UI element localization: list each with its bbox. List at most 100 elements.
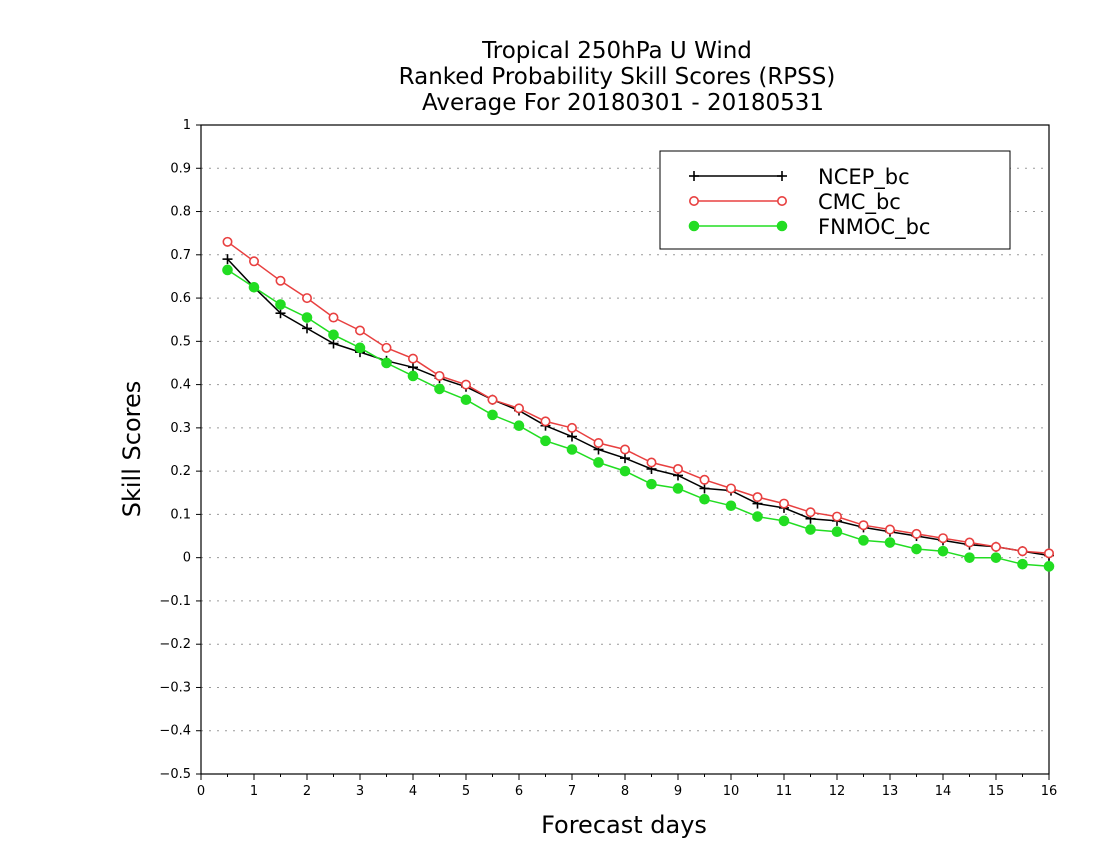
y-tick-label: −0.3: [159, 680, 191, 695]
y-tick-label: 0.4: [170, 378, 191, 393]
data-point-fnmoc-bc: [805, 524, 816, 535]
x-tick-label: 8: [621, 784, 629, 799]
data-point-cmc-bc: [1044, 548, 1055, 559]
data-point-fnmoc-bc: [407, 370, 419, 382]
series-line-cmc-bc: [227, 241, 1050, 555]
data-point-fnmoc-bc: [699, 493, 710, 505]
data-point-fnmoc-bc: [381, 357, 392, 369]
data-point-ncep-bc: [275, 308, 286, 319]
data-point-ncep-bc: [699, 483, 710, 494]
y-tick-label: 0: [183, 551, 191, 566]
data-point-fnmoc-bc: [911, 543, 922, 555]
data-point-cmc-bc: [328, 312, 339, 323]
data-point-fnmoc-bc: [937, 545, 949, 557]
data-point-cmc-bc: [301, 293, 312, 304]
series-line-fnmoc-bc: [227, 269, 1050, 568]
data-point-cmc-bc: [990, 541, 1001, 552]
chart-title: Tropical 250hPa U Wind Ranked Probabilit…: [399, 38, 836, 116]
data-point-fnmoc-bc: [328, 329, 339, 341]
data-point-fnmoc-bc: [619, 465, 631, 477]
x-tick-label: 12: [829, 784, 846, 799]
data-point-fnmoc-bc: [884, 537, 896, 548]
data-point-cmc-bc: [858, 520, 869, 531]
x-axis-ticks: 0 1 2 3 4 5 6 7 8 9 10 11 12 13 14 15 16: [197, 774, 1057, 799]
data-point-cmc-bc: [434, 370, 445, 381]
x-tick-label: 10: [723, 784, 740, 799]
data-point-ncep-bc: [408, 362, 418, 373]
x-tick-label: 2: [303, 784, 311, 799]
x-tick-label: 13: [882, 784, 899, 799]
x-tick-label: 7: [568, 784, 576, 799]
x-tick-label: 15: [988, 784, 1005, 799]
data-point-cmc-bc: [460, 379, 471, 390]
x-tick-label: 16: [1041, 784, 1058, 799]
data-point-cmc-bc: [1017, 546, 1028, 557]
data-point-fnmoc-bc: [460, 394, 472, 406]
legend-box: [659, 150, 1011, 250]
data-point-fnmoc-bc: [752, 511, 763, 522]
data-point-fnmoc-bc: [593, 457, 604, 468]
legend-item-fnmoc-bc: FNMOC_bc: [688, 215, 930, 240]
data-point-cmc-bc: [805, 507, 816, 518]
x-tick-label: 14: [935, 784, 952, 799]
y-tick-label: 0.1: [170, 507, 191, 522]
data-point-fnmoc-bc: [964, 552, 975, 563]
data-point-cmc-bc: [699, 474, 710, 485]
data-point-fnmoc-bc: [566, 444, 578, 455]
x-axis-title: Forecast days: [541, 811, 707, 839]
data-point-cmc-bc: [513, 403, 524, 414]
data-point-fnmoc-bc: [725, 500, 737, 512]
data-point-cmc-bc: [407, 353, 418, 364]
legend-item-ncep-bc: NCEP_bc: [689, 165, 910, 190]
data-series: [222, 236, 1055, 572]
data-point-cmc-bc: [725, 483, 736, 494]
chart-title-line-3: Average For 20180301 - 20180531: [422, 90, 824, 116]
y-tick-label: 0.6: [170, 291, 191, 306]
chart-title-line-2: Ranked Probability Skill Scores (RPSS): [399, 64, 836, 90]
data-point-cmc-bc: [540, 416, 551, 427]
x-tick-label: 6: [515, 784, 523, 799]
data-point-fnmoc-bc: [513, 420, 525, 432]
y-tick-label: −0.4: [159, 724, 191, 739]
y-tick-label: 0.3: [170, 421, 191, 436]
data-point-ncep-bc: [620, 453, 630, 464]
x-tick-label: 3: [356, 784, 364, 799]
data-point-cmc-bc: [672, 463, 683, 474]
x-tick-label: 11: [776, 784, 793, 799]
legend-marker-start: [688, 196, 699, 207]
data-point-cmc-bc: [937, 533, 948, 544]
series-fnmoc-bc: [222, 264, 1055, 572]
x-tick-label: 0: [197, 784, 205, 799]
data-point-fnmoc-bc: [672, 483, 684, 494]
data-point-cmc-bc: [646, 457, 657, 468]
data-point-ncep-bc: [328, 338, 339, 349]
y-tick-label: −0.1: [159, 594, 191, 609]
data-point-cmc-bc: [487, 394, 498, 405]
x-tick-label: 9: [674, 784, 682, 799]
data-point-cmc-bc: [752, 492, 763, 503]
data-point-cmc-bc: [964, 537, 975, 548]
y-tick-label: −0.5: [159, 767, 191, 782]
x-tick-label: 4: [409, 784, 417, 799]
y-tick-label: 0.8: [170, 205, 191, 220]
data-point-fnmoc-bc: [831, 526, 843, 538]
legend-item-cmc-bc: CMC_bc: [688, 190, 901, 215]
y-axis-title: Skill Scores: [118, 381, 146, 518]
data-point-fnmoc-bc: [1017, 558, 1028, 570]
data-point-cmc-bc: [593, 438, 604, 449]
legend-label: FNMOC_bc: [818, 215, 930, 240]
x-tick-label: 1: [250, 784, 258, 799]
data-point-ncep-bc: [222, 254, 233, 265]
data-point-cmc-bc: [381, 342, 392, 353]
data-point-fnmoc-bc: [858, 535, 869, 546]
legend-label: CMC_bc: [818, 190, 901, 215]
data-point-fnmoc-bc: [434, 383, 445, 395]
legend-marker-end: [776, 220, 788, 232]
data-point-cmc-bc: [831, 511, 842, 522]
series-line-ncep-bc: [226, 258, 1050, 557]
data-point-fnmoc-bc: [1043, 561, 1055, 572]
data-point-cmc-bc: [275, 275, 286, 286]
data-point-cmc-bc: [566, 422, 577, 433]
